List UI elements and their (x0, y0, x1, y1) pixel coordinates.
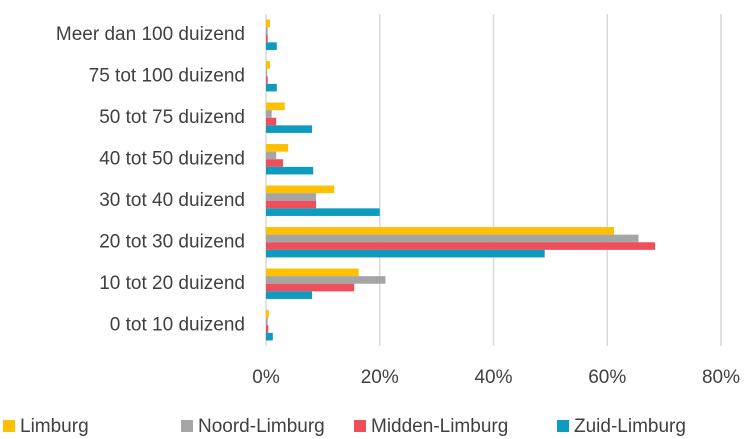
bar (266, 19, 270, 28)
x-tick-label: 60% (588, 367, 626, 388)
legend-swatch (557, 420, 569, 432)
bar (266, 61, 270, 69)
x-tick-label: 20% (361, 367, 399, 388)
legend-label: Limburg (20, 416, 89, 437)
bar (266, 76, 268, 84)
bar (266, 268, 359, 277)
x-tick-label: 40% (474, 367, 512, 388)
legend-label: Noord-Limburg (198, 416, 325, 437)
legend-swatch (181, 420, 193, 432)
bar (266, 242, 656, 250)
bar (266, 27, 268, 35)
legend-swatch (3, 420, 15, 432)
legend-label: Midden-Limburg (371, 416, 508, 437)
bar (266, 325, 269, 333)
bar (266, 249, 545, 258)
bar (266, 34, 268, 43)
bar (266, 185, 335, 194)
y-tick-label: 50 tot 75 duizend (99, 107, 245, 128)
y-tick-label: Meer dan 100 duizend (56, 24, 245, 45)
legend-swatch (354, 420, 366, 432)
bar (266, 234, 639, 243)
bar (266, 110, 272, 118)
bar (266, 159, 284, 167)
bar (266, 68, 268, 77)
y-tick-label: 75 tot 100 duizend (89, 65, 245, 86)
y-tick-label: 20 tot 30 duizend (99, 231, 245, 252)
bar (266, 276, 386, 284)
y-tick-label: 10 tot 20 duizend (99, 273, 245, 294)
bar (266, 144, 289, 152)
bar (266, 332, 273, 341)
y-tick-label: 40 tot 50 duizend (99, 148, 245, 169)
bar (266, 166, 314, 175)
bar (266, 125, 313, 133)
bar (266, 151, 277, 160)
x-tick-label: 80% (702, 367, 740, 388)
bar (266, 317, 268, 326)
bar (266, 193, 317, 201)
bar (266, 83, 277, 92)
legend-label: Zuid-Limburg (574, 416, 686, 437)
x-tick-label: 0% (252, 367, 280, 388)
bar (266, 283, 355, 292)
bar (266, 42, 277, 50)
bar (266, 310, 269, 318)
bar (266, 227, 615, 235)
y-tick-label: 30 tot 40 duizend (99, 190, 245, 211)
bar (266, 200, 317, 209)
bar (266, 208, 380, 216)
bar (266, 291, 313, 299)
bar (266, 117, 277, 126)
bar (266, 102, 285, 111)
y-tick-label: 0 tot 10 duizend (110, 314, 245, 335)
